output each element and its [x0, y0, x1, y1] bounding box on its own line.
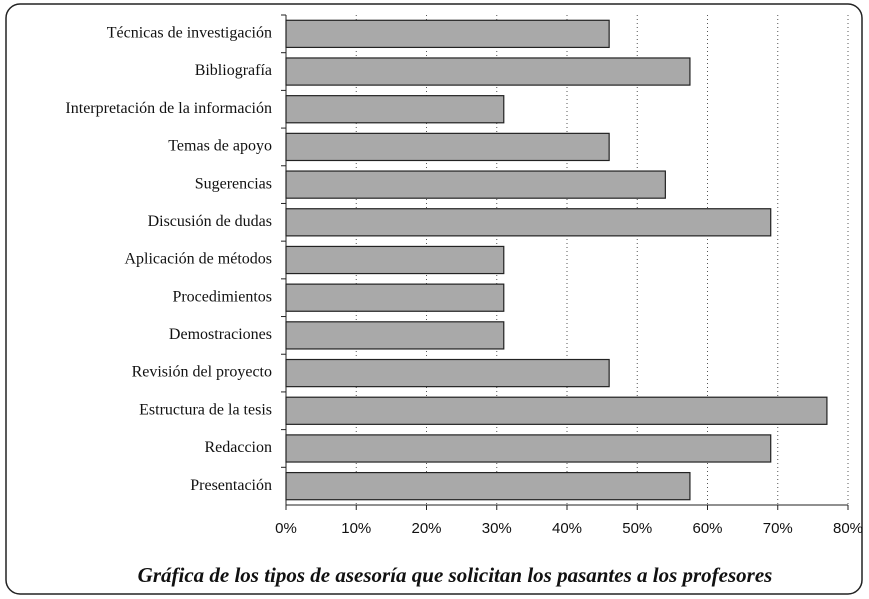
caption: Gráfica de los tipos de asesoría que sol…	[138, 563, 773, 587]
frame	[5, 3, 863, 595]
y-tick-label: Sugerencias	[195, 175, 272, 192]
x-tick-label: 60%	[692, 520, 722, 537]
y-tick-label: Temas de apoyo	[168, 138, 272, 155]
bar	[285, 471, 691, 501]
bar	[285, 208, 772, 237]
bar	[285, 170, 666, 199]
x-tick-label: 20%	[411, 520, 441, 537]
y-tick-label: Presentación	[190, 477, 272, 494]
x-tick-label: 0%	[275, 520, 297, 537]
bar	[285, 283, 505, 312]
bar	[285, 95, 505, 124]
bar	[285, 321, 505, 350]
bar	[285, 434, 772, 463]
x-tick-label: 40%	[552, 520, 582, 537]
x-tick-label: 50%	[622, 520, 652, 537]
y-tick-label: Procedimientos	[172, 288, 272, 305]
y-tick-label: Bibliografía	[195, 62, 272, 79]
bar	[285, 19, 610, 49]
bar	[285, 358, 610, 388]
x-tick-label: 70%	[763, 520, 793, 537]
y-tick-label: Revisión del proyecto	[132, 364, 272, 381]
y-tick-label: Interpretación de la información	[65, 100, 272, 117]
x-tick-label: 10%	[341, 520, 371, 537]
y-tick-label: Aplicación de métodos	[124, 251, 272, 268]
y-tick-label: Discusión de dudas	[148, 213, 272, 230]
y-tick-label: Técnicas de investigación	[107, 25, 272, 42]
y-tick-label: Estructura de la tesis	[139, 401, 272, 418]
bar	[285, 57, 691, 86]
x-tick-label: 30%	[482, 520, 512, 537]
y-tick-label: Demostraciones	[169, 326, 272, 343]
bar	[285, 132, 610, 162]
bar	[285, 245, 505, 275]
y-tick-label: Redaccion	[204, 439, 272, 456]
bar	[285, 396, 828, 425]
x-tick-label: 80%	[833, 520, 863, 537]
